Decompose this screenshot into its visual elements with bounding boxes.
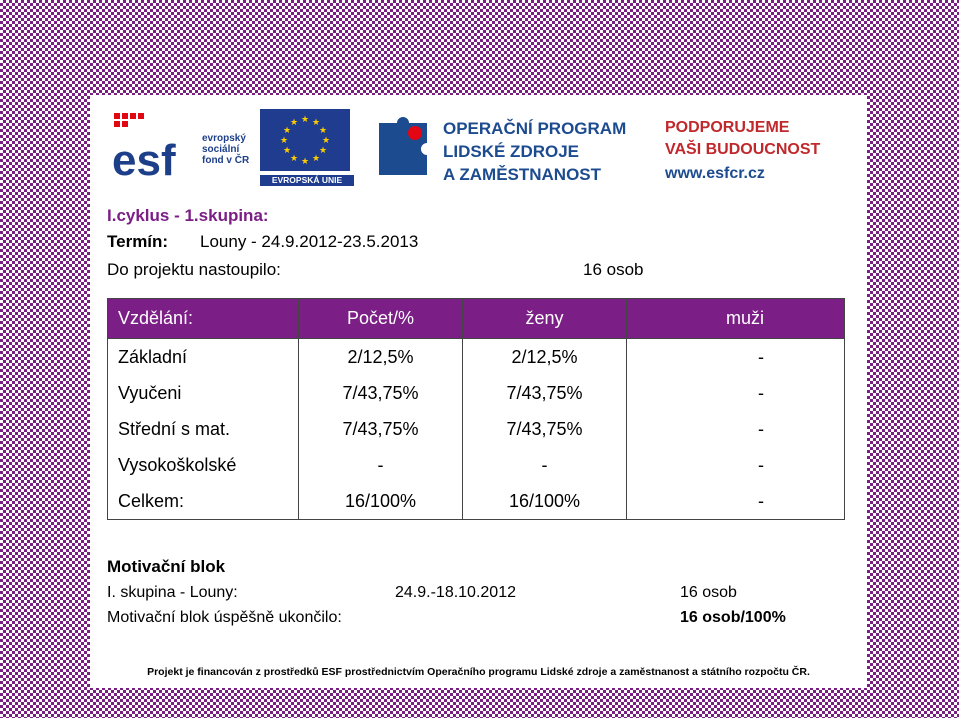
success-value: 16 osob/100%	[680, 609, 786, 626]
svg-text:★: ★	[319, 146, 327, 156]
svg-text:★: ★	[283, 146, 291, 156]
table-header-row: Vzdělání: Počet/% ženy muži	[107, 298, 845, 339]
row-women: 2/12,5%	[462, 338, 627, 375]
group-label: I. skupina - Louny:	[107, 584, 238, 601]
svg-text:★: ★	[312, 118, 320, 128]
joined-label: Do projektu nastoupilo:	[107, 260, 281, 279]
svg-text:★: ★	[319, 126, 327, 136]
header-men: muži	[626, 298, 845, 339]
header-count: Počet/%	[298, 298, 463, 339]
row-count: 16/100%	[298, 483, 463, 520]
esf-logo: esf	[112, 113, 176, 185]
op-caption: OPERAČNÍ PROGRAM LIDSKÉ ZDROJE A ZAMĚSTN…	[443, 117, 626, 186]
row-label: Vysokoškolské	[107, 447, 299, 483]
esf-line-1: evropský	[202, 133, 246, 144]
table-row: Vyučeni 7/43,75% 7/43,75% -	[107, 375, 845, 411]
row-women: 7/43,75%	[462, 411, 627, 447]
row-count: -	[298, 447, 463, 483]
row-women: -	[462, 447, 627, 483]
esf-caption: evropský sociální fond v ČR	[202, 133, 249, 166]
row-women: 16/100%	[462, 483, 627, 520]
op-line-3: A ZAMĚSTNANOST	[443, 165, 602, 184]
table-total-row: Celkem: 16/100% 16/100% -	[107, 483, 845, 520]
svg-text:★: ★	[301, 115, 309, 125]
row-label: Základní	[107, 338, 299, 375]
svg-text:★: ★	[301, 157, 309, 167]
table-row: Vysokoškolské - - -	[107, 447, 845, 483]
row-label: Střední s mat.	[107, 411, 299, 447]
joined-value: 16 osob	[583, 260, 644, 279]
eu-flag-icon: ★ ★★ ★★★ ★★★ ★★★	[260, 109, 350, 171]
row-men: -	[626, 338, 845, 375]
support-url: www.esfcr.cz	[665, 165, 765, 182]
row-label: Celkem:	[107, 483, 299, 520]
row-women: 7/43,75%	[462, 375, 627, 411]
footer-note: Projekt je financován z prostředků ESF p…	[90, 657, 867, 688]
success-label: Motivační blok úspěšně ukončilo:	[107, 609, 342, 626]
row-men: -	[626, 375, 845, 411]
svg-text:★: ★	[322, 136, 330, 146]
row-count: 7/43,75%	[298, 375, 463, 411]
svg-text:★: ★	[290, 154, 298, 164]
row-count: 7/43,75%	[298, 411, 463, 447]
eu-label: EVROPSKÁ UNIE	[260, 175, 354, 186]
esf-brand-text: esf	[112, 136, 176, 185]
table-row: Střední s mat. 7/43,75% 7/43,75% -	[107, 411, 845, 447]
row-label: Vyučeni	[107, 375, 299, 411]
svg-text:★: ★	[290, 118, 298, 128]
esf-line-3: fond v ČR	[202, 155, 250, 166]
row-men: -	[626, 411, 845, 447]
support-line-1: PODPORUJEME	[665, 119, 790, 136]
term-label: Termín:	[107, 232, 169, 251]
svg-text:★: ★	[312, 154, 320, 164]
support-line-2: VAŠI BUDOUCNOST	[665, 141, 821, 158]
cycle-title: I.cyklus - 1.skupina:	[107, 206, 269, 225]
svg-text:★: ★	[283, 126, 291, 136]
row-men: -	[626, 483, 845, 520]
svg-text:★: ★	[280, 136, 288, 146]
op-puzzle-icon	[379, 117, 427, 175]
op-line-2: LIDSKÉ ZDROJE	[443, 142, 580, 161]
header-education: Vzdělání:	[107, 298, 299, 339]
row-men: -	[626, 447, 845, 483]
term-value: Louny - 24.9.2012-23.5.2013	[200, 232, 419, 251]
table-row: Základní 2/12,5% 2/12,5% -	[107, 338, 845, 375]
op-line-1: OPERAČNÍ PROGRAM	[443, 119, 627, 138]
row-count: 2/12,5%	[298, 338, 463, 375]
motivation-title: Motivační blok	[107, 557, 226, 576]
support-caption: PODPORUJEME VAŠI BUDOUCNOST	[665, 117, 820, 161]
group-count: 16 osob	[680, 584, 737, 601]
education-table: Vzdělání: Počet/% ženy muži Základní 2/1…	[107, 298, 845, 520]
esf-line-2: sociální	[202, 144, 240, 155]
header-women: ženy	[462, 298, 627, 339]
group-dates: 24.9.-18.10.2012	[395, 584, 516, 601]
